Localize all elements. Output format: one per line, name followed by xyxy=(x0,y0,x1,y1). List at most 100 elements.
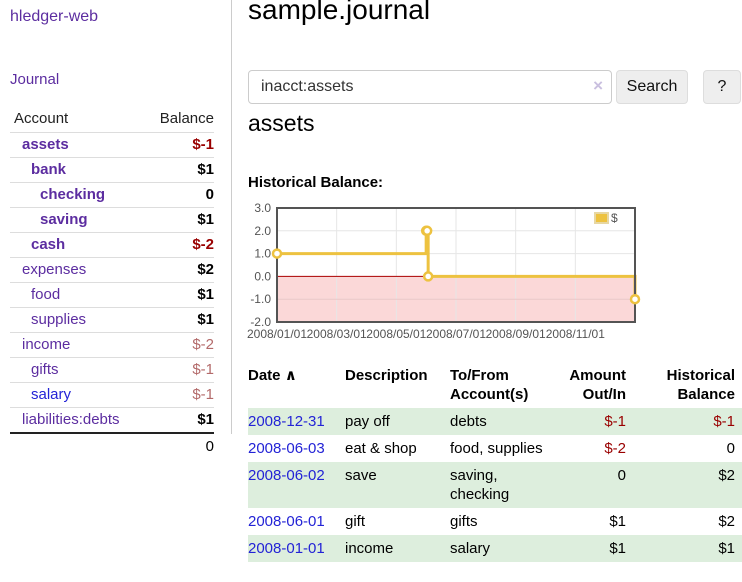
account-balance: $-1 xyxy=(192,386,214,403)
transaction-date-link[interactable]: 2008-06-02 xyxy=(248,467,325,484)
transaction-row: 2008-01-01 income salary $1 $1 xyxy=(248,535,742,562)
account-balance: $-1 xyxy=(192,136,214,153)
transaction-balance: $2 xyxy=(718,467,735,484)
register-rows: 2008-12-31 pay off debts $-1 $-1 2008-06-03 ea… xyxy=(248,408,742,562)
account-row: saving $1 xyxy=(10,207,214,232)
account-balance: 0 xyxy=(205,186,214,203)
svg-text:2.0: 2.0 xyxy=(254,224,271,238)
page-title: sample.journal xyxy=(248,0,431,25)
transaction-balance: $1 xyxy=(718,540,735,557)
account-row: supplies $1 xyxy=(10,307,214,332)
historical-balance-chart[interactable]: $3.0 2.0 1.0 0.0 -1.0 -2.0 2008/01/01 2008/03/0… xyxy=(244,198,742,346)
transaction-accounts: gifts xyxy=(450,513,478,530)
account-link-income[interactable]: income xyxy=(22,336,71,353)
accounts-header-account: Account xyxy=(14,110,69,127)
transaction-description: save xyxy=(345,467,377,484)
transaction-date-link[interactable]: 2008-06-03 xyxy=(248,440,325,457)
register-header-date[interactable]: Date ∧ xyxy=(248,367,297,384)
account-balance: $1 xyxy=(197,411,214,428)
account-link-liabilities-debts[interactable]: liabilities:debts xyxy=(22,411,120,428)
transaction-balance: 0 xyxy=(726,440,735,457)
search-button[interactable]: Search xyxy=(616,70,688,104)
search-box: × xyxy=(248,70,612,104)
transaction-date-link[interactable]: 2008-01-01 xyxy=(248,540,325,557)
register-header-accounts: To/From Account(s) xyxy=(450,367,529,403)
svg-text:2008/05/01: 2008/05/01 xyxy=(366,327,426,341)
account-balance: $1 xyxy=(197,286,214,303)
account-link-checking[interactable]: checking xyxy=(40,186,106,203)
transaction-row: 2008-06-02 save saving, checking 0 $2 xyxy=(248,462,742,508)
search-input[interactable] xyxy=(248,70,612,104)
transaction-description: eat & shop xyxy=(345,440,417,457)
accounts-rows: assets $-1 bank $1 checking 0 saving $1 cash $-2 e… xyxy=(10,132,214,432)
account-balance: $1 xyxy=(197,161,214,178)
transaction-description: gift xyxy=(345,513,366,530)
svg-text:2008/09/01: 2008/09/01 xyxy=(486,327,546,341)
svg-text:-1.0: -1.0 xyxy=(250,292,271,306)
accounts-total-value: 0 xyxy=(205,438,214,455)
svg-text:2008/01/01: 2008/01/01 xyxy=(247,327,307,341)
account-row: expenses $2 xyxy=(10,257,214,282)
accounts-total-row: 0 xyxy=(10,432,214,459)
search-form: × Search ? xyxy=(248,70,742,104)
svg-text:-2.0: -2.0 xyxy=(250,315,271,329)
transaction-balance: $-1 xyxy=(713,413,735,430)
transaction-balance: $2 xyxy=(718,513,735,530)
account-row: bank $1 xyxy=(10,157,214,182)
account-balance: $2 xyxy=(197,261,214,278)
account-balance: $-2 xyxy=(192,236,214,253)
account-link-food[interactable]: food xyxy=(31,286,61,303)
account-link-cash[interactable]: cash xyxy=(31,236,66,253)
svg-text:2008/03/01: 2008/03/01 xyxy=(307,327,367,341)
account-balance: $1 xyxy=(197,211,214,228)
sidebar-item-journal[interactable]: Journal xyxy=(10,71,60,88)
register-header-row: Date ∧ Description To/From Account(s) Am… xyxy=(248,362,742,408)
svg-text:2008/07/01: 2008/07/01 xyxy=(426,327,486,341)
transaction-amount: $1 xyxy=(609,513,626,530)
accounts-table: Account Balance assets $-1 bank $1 checking 0… xyxy=(10,106,214,459)
transaction-row: 2008-06-03 eat & shop food, supplies $-2 0 xyxy=(248,435,742,462)
svg-text:0.0: 0.0 xyxy=(254,269,271,283)
register-table: Date ∧ Description To/From Account(s) Am… xyxy=(248,362,742,562)
help-button[interactable]: ? xyxy=(703,70,741,104)
account-row: salary $-1 xyxy=(10,382,214,407)
account-balance: $-2 xyxy=(192,336,214,353)
transaction-description: pay off xyxy=(345,413,390,430)
account-link-supplies[interactable]: supplies xyxy=(31,311,87,328)
account-link-saving[interactable]: saving xyxy=(40,211,88,228)
svg-text:1.0: 1.0 xyxy=(254,247,271,261)
register-header-balance: Historical Balance xyxy=(666,367,735,403)
account-row: checking 0 xyxy=(10,182,214,207)
account-row: income $-2 xyxy=(10,332,214,357)
sort-ascending-icon: ∧ xyxy=(284,367,297,384)
account-row: assets $-1 xyxy=(10,132,214,157)
transaction-amount: 0 xyxy=(617,467,626,484)
account-row: food $1 xyxy=(10,282,214,307)
app-title-link[interactable]: hledger-web xyxy=(10,8,99,25)
transaction-amount: $-2 xyxy=(604,440,626,457)
account-link-bank[interactable]: bank xyxy=(31,161,67,178)
register-header-amount: Amount Out/In xyxy=(569,367,626,403)
account-link-assets[interactable]: assets xyxy=(22,136,69,153)
svg-text:3.0: 3.0 xyxy=(254,201,271,215)
account-link-expenses[interactable]: expenses xyxy=(22,261,87,278)
account-row: liabilities:debts $1 xyxy=(10,407,214,432)
transaction-accounts: food, supplies xyxy=(450,440,543,457)
account-balance: $1 xyxy=(197,311,214,328)
accounts-header-balance: Balance xyxy=(159,110,214,127)
clear-search-icon[interactable]: × xyxy=(593,76,603,95)
account-link-salary[interactable]: salary xyxy=(31,386,72,403)
transaction-date-link[interactable]: 2008-06-01 xyxy=(248,513,325,530)
account-link-gifts[interactable]: gifts xyxy=(31,361,59,378)
transaction-amount: $-1 xyxy=(604,413,626,430)
transaction-description: income xyxy=(345,540,394,557)
transaction-accounts: salary xyxy=(450,540,491,557)
transaction-date-link[interactable]: 2008-12-31 xyxy=(248,413,325,430)
svg-text:$: $ xyxy=(611,211,618,225)
transaction-row: 2008-12-31 pay off debts $-1 $-1 xyxy=(248,408,742,435)
transaction-amount: $1 xyxy=(609,540,626,557)
account-row: gifts $-1 xyxy=(10,357,214,382)
account-heading: assets xyxy=(248,110,315,136)
transaction-accounts: saving, checking xyxy=(450,467,510,503)
